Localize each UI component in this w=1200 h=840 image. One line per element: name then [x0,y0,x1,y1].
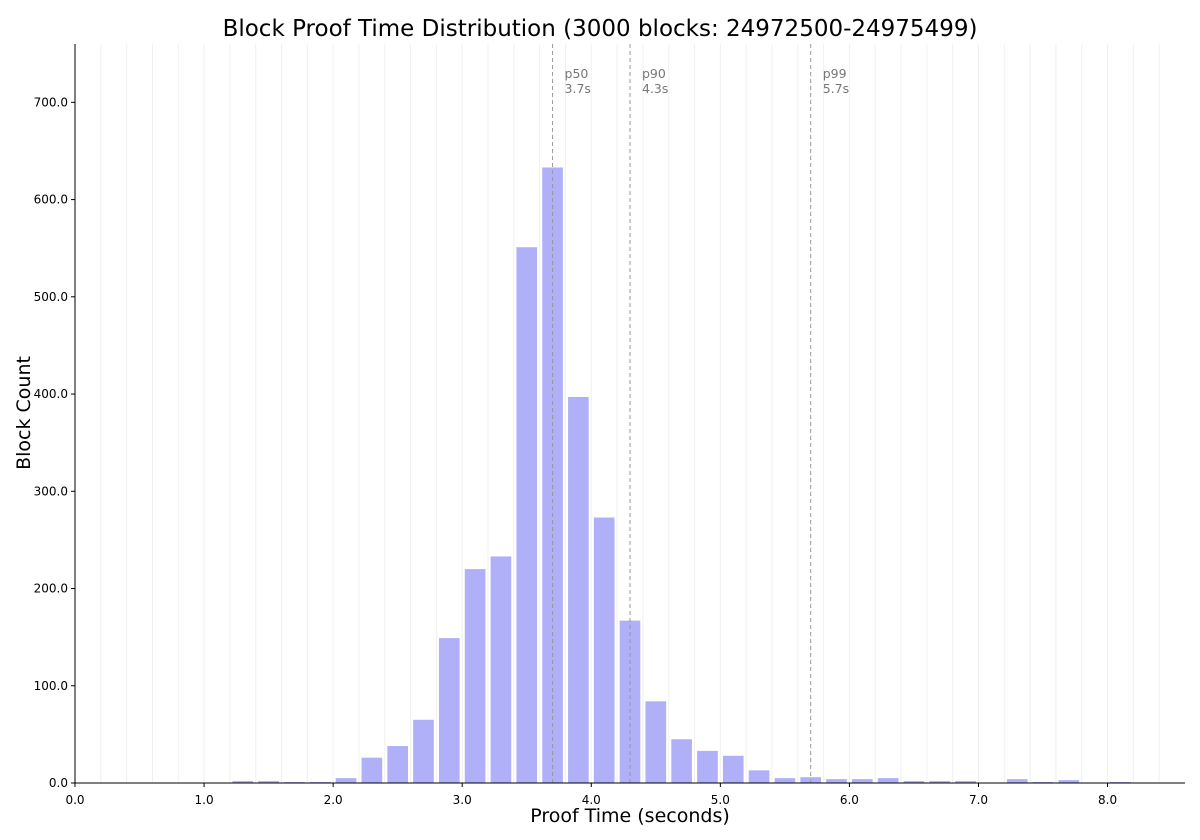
y-tick-label: 400.0 [34,387,68,401]
x-tick-label: 0.0 [65,793,84,807]
bars [232,167,1131,784]
x-tick-label: 5.0 [711,793,730,807]
bar [671,739,692,783]
y-axis-label: Block Count [13,356,35,470]
bar [903,781,925,783]
y-tick-label: 700.0 [34,95,68,109]
chart-title: Block Proof Time Distribution (3000 bloc… [223,16,978,42]
bar [955,781,976,783]
x-tick-label: 6.0 [840,793,859,807]
x-ticks: 0.0 1.0 2.0 3.0 4.0 5.0 6.0 7.0 8.0 [65,783,1117,807]
bar [438,638,460,783]
bar [361,757,383,783]
bar [877,778,899,783]
bar [258,781,279,783]
percentile-value-p50: 3.7s [565,81,591,96]
x-tick-label: 3.0 [453,793,472,807]
bar [335,778,357,783]
bar [232,781,254,783]
percentile-name-p90: p90 [642,66,666,81]
y-ticks: 0.0 100.0 200.0 300.0 400.0 500.0 600.0 700.0 [34,95,75,790]
bar [722,755,744,783]
bar [774,778,796,783]
bar [619,620,641,783]
bar [490,556,512,783]
bar [568,396,589,783]
bar [413,719,434,783]
bar [697,750,718,783]
x-tick-label: 1.0 [195,793,214,807]
x-tick-label: 4.0 [582,793,601,807]
bar [929,781,951,783]
y-tick-label: 500.0 [34,290,68,304]
percentile-value-p99: 5.7s [823,81,849,96]
y-tick-label: 0.0 [49,776,68,790]
percentile-name-p99: p99 [823,66,847,81]
y-tick-label: 300.0 [34,484,68,498]
y-tick-label: 200.0 [34,582,68,596]
bar [852,779,873,783]
bar [645,701,667,783]
y-tick-label: 600.0 [34,193,68,207]
bar [464,569,486,783]
bar [387,746,408,783]
x-axis-label: Proof Time (seconds) [530,805,730,827]
bar [1006,779,1028,783]
x-tick-label: 8.0 [1098,793,1117,807]
grid-lines [100,44,1160,783]
bar [542,167,563,783]
percentile-name-p50: p50 [565,66,589,81]
percentile-value-p90: 4.3s [642,81,668,96]
bar [826,779,847,783]
x-tick-label: 2.0 [324,793,343,807]
y-tick-label: 100.0 [34,679,68,693]
bar [1058,780,1080,783]
bar [593,517,615,783]
x-tick-label: 7.0 [969,793,988,807]
bar [516,247,538,784]
bar [748,770,770,783]
